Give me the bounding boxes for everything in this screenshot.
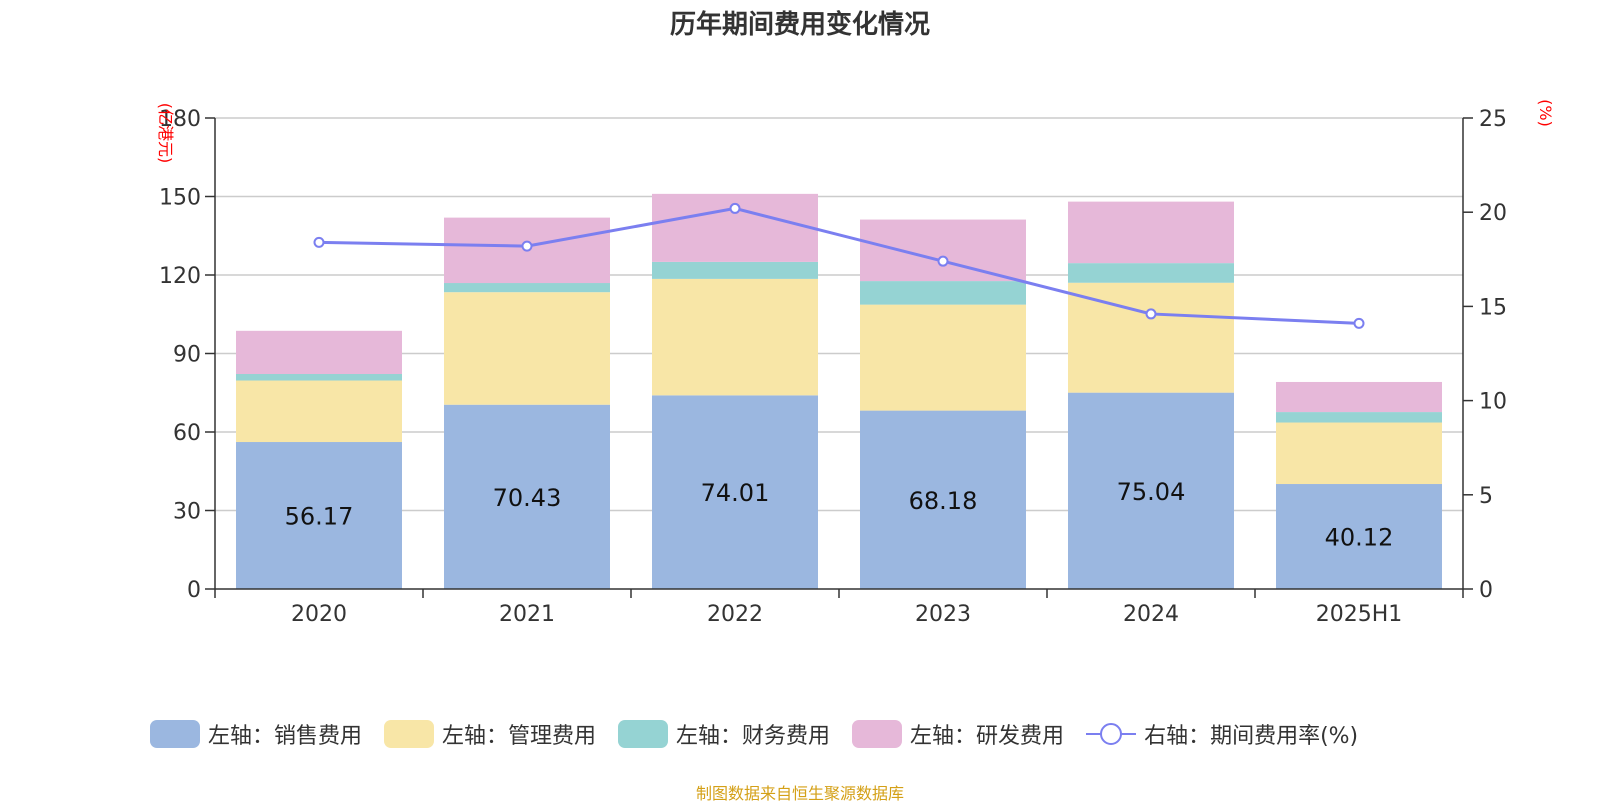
bar-admin	[860, 304, 1026, 411]
left-tick-label: 0	[187, 578, 201, 603]
data-label: 70.43	[493, 484, 562, 512]
legend-item[interactable]: 左轴：研发费用	[852, 718, 1064, 750]
bar-rnd	[236, 330, 402, 374]
left-tick-label: 180	[159, 107, 201, 132]
legend-label: 左轴：财务费用	[676, 724, 831, 749]
bar-sales	[236, 442, 402, 589]
right-tick-label: 0	[1479, 578, 1493, 603]
right-tick-label: 5	[1479, 484, 1493, 509]
data-source-footer: 制图数据来自恒生聚源数据库	[695, 784, 904, 803]
bar-finance	[236, 373, 402, 381]
rate-point	[1353, 317, 1365, 329]
right-tick-label: 10	[1479, 390, 1507, 415]
legend-item[interactable]: 右轴：期间费用率(%)	[1086, 718, 1358, 750]
left-axis-unit: (亿港元)	[156, 103, 175, 164]
chart-legend: 左轴：销售费用 左轴：管理费用 左轴：财务费用 左轴：研发费用 右轴：期间费用率(%)	[150, 718, 1380, 750]
x-tick-label: 2021	[499, 602, 555, 627]
bar-sales	[860, 410, 1026, 589]
right-tick-label: 25	[1479, 107, 1507, 132]
data-label: 74.01	[701, 479, 770, 507]
bar-admin	[652, 278, 818, 396]
bar-sales	[1276, 484, 1442, 589]
legend-item[interactable]: 左轴：财务费用	[618, 718, 830, 750]
bar-finance	[860, 281, 1026, 305]
right-axis-unit: (%)	[1536, 99, 1555, 127]
rate-point	[729, 202, 741, 214]
bar-admin	[236, 380, 402, 443]
data-label: 40.12	[1325, 524, 1394, 552]
chart-plot: 56.17 70.43 74.01 68.18 75.04 40.12 0 30 60 90 120…	[156, 99, 1555, 627]
rate-point	[313, 236, 325, 248]
data-label: 56.17	[285, 503, 354, 531]
right-tick-label: 15	[1479, 295, 1507, 320]
rate-point	[1145, 308, 1157, 320]
rate-line	[318, 206, 1360, 325]
right-tick-label: 20	[1479, 201, 1507, 226]
x-tick-label: 2020	[291, 602, 347, 627]
left-tick-label: 30	[173, 500, 201, 525]
data-label: 75.04	[1117, 478, 1186, 506]
bar-sales	[652, 395, 818, 589]
bar-admin	[444, 292, 610, 405]
data-label: 68.18	[909, 487, 978, 515]
x-tick-label: 2025H1	[1316, 602, 1403, 627]
legend-line-marker	[1086, 723, 1137, 745]
bar-finance	[1276, 412, 1442, 423]
bar-rnd	[1276, 381, 1442, 413]
bar-sales	[444, 404, 610, 589]
left-tick-label: 60	[173, 421, 201, 446]
legend-label: 左轴：销售费用	[208, 724, 363, 749]
left-tick-label: 150	[159, 186, 201, 211]
x-tick-label: 2024	[1123, 602, 1179, 627]
bar-admin	[1276, 422, 1442, 485]
chart-title: 历年期间费用变化情况	[669, 10, 930, 40]
bar-finance	[444, 283, 610, 293]
bar-sales	[1068, 392, 1234, 589]
x-tick-label: 2022	[707, 602, 763, 627]
left-tick-label: 120	[159, 264, 201, 289]
legend-label: 左轴：研发费用	[910, 724, 1065, 749]
legend-swatch	[384, 720, 435, 748]
bar-finance	[652, 261, 818, 279]
legend-item[interactable]: 左轴：管理费用	[384, 718, 596, 750]
legend-label: 左轴：管理费用	[442, 724, 597, 749]
left-tick-label: 90	[173, 343, 201, 368]
rate-point	[521, 240, 533, 252]
legend-swatch	[618, 720, 669, 748]
legend-swatch	[150, 720, 200, 748]
legend-item[interactable]: 左轴：销售费用	[150, 718, 362, 750]
legend-swatch	[852, 720, 903, 748]
x-tick-label: 2023	[915, 602, 971, 627]
rate-point	[937, 255, 949, 267]
bar-rnd	[860, 219, 1026, 282]
bar-finance	[1068, 263, 1234, 283]
bar-rnd	[1068, 201, 1234, 264]
legend-label: 右轴：期间费用率(%)	[1144, 724, 1359, 749]
